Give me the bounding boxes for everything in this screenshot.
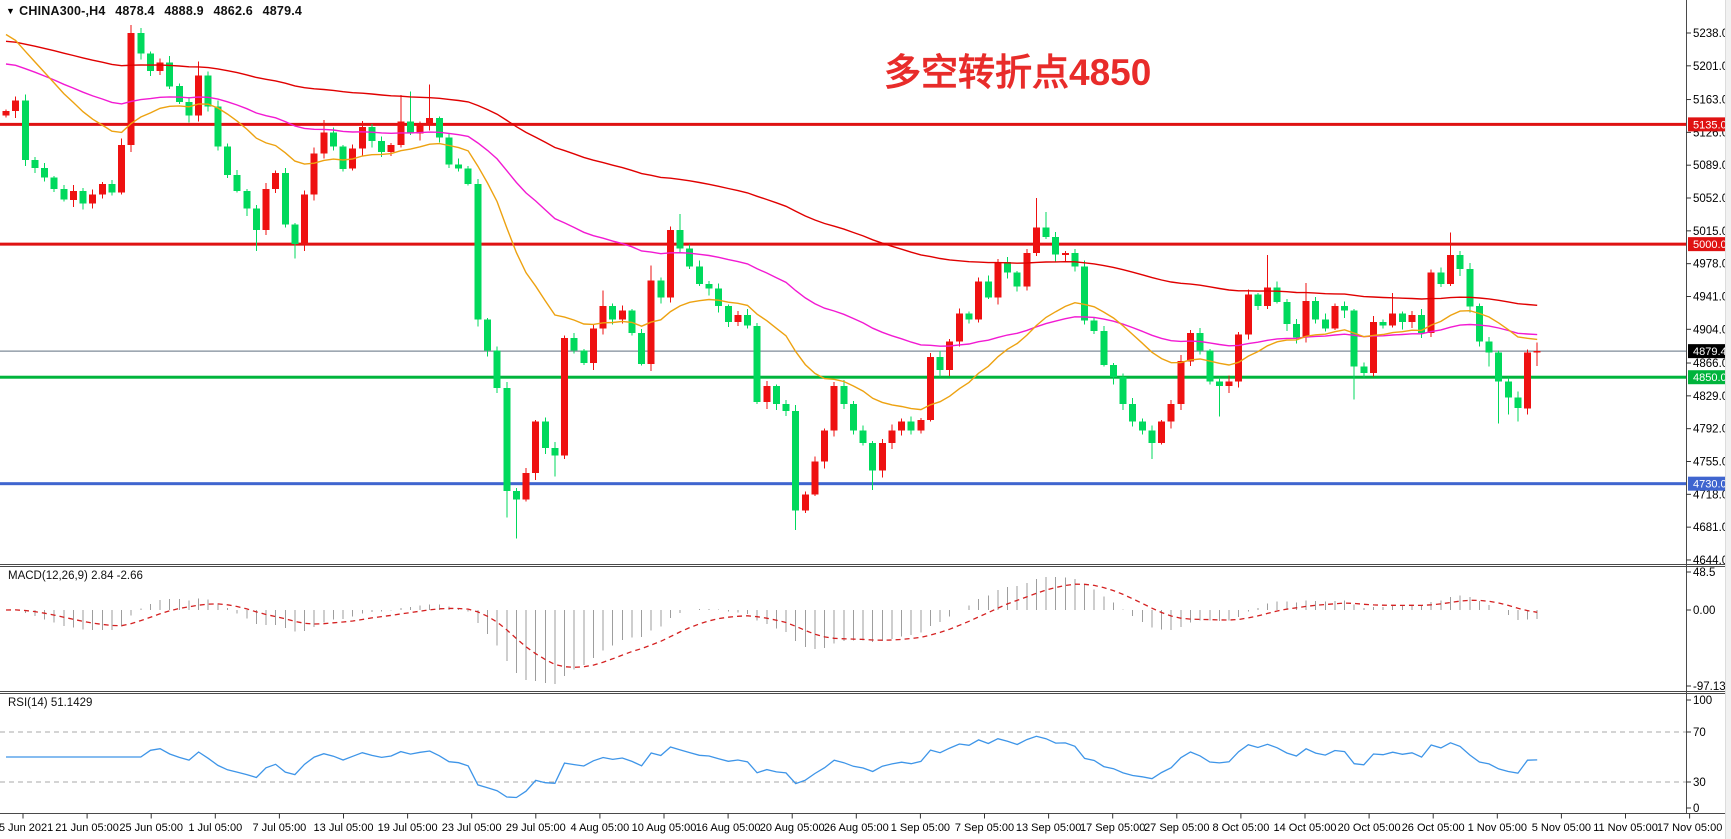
- svg-text:4904.0: 4904.0: [1693, 324, 1728, 336]
- svg-text:19 Jul 05:00: 19 Jul 05:00: [378, 822, 438, 834]
- macd-axis[interactable]: 48.5 0.00 -97.13: [1686, 567, 1726, 693]
- rsi-line: [6, 735, 1538, 799]
- svg-text:7 Jul 05:00: 7 Jul 05:00: [252, 822, 306, 834]
- rsi-level-lines: [0, 731, 1686, 783]
- svg-text:4718.0: 4718.0: [1693, 489, 1728, 501]
- quote-open: 4878.4: [115, 4, 155, 18]
- svg-text:70: 70: [1693, 727, 1706, 739]
- svg-text:20 Oct 05:00: 20 Oct 05:00: [1338, 822, 1401, 834]
- quote-low: 4862.6: [213, 4, 253, 18]
- svg-text:4941.0: 4941.0: [1693, 291, 1728, 303]
- vertical-scrollbar[interactable]: [1725, 0, 1731, 839]
- svg-text:5015.0: 5015.0: [1693, 226, 1728, 238]
- svg-text:4681.0: 4681.0: [1693, 522, 1728, 534]
- svg-text:11 Nov 05:00: 11 Nov 05:00: [1593, 822, 1658, 834]
- svg-text:-97.13: -97.13: [1693, 681, 1726, 693]
- svg-text:5052.0: 5052.0: [1693, 193, 1728, 205]
- macd-histogram: [15, 577, 1538, 685]
- candles: [2, 25, 1541, 539]
- svg-text:14 Oct 05:00: 14 Oct 05:00: [1274, 822, 1337, 834]
- svg-text:4866.0: 4866.0: [1693, 358, 1728, 370]
- svg-text:5135.0: 5135.0: [1693, 119, 1727, 131]
- svg-text:4730.0: 4730.0: [1693, 479, 1727, 491]
- annotation-text: 多空转折点4850: [884, 52, 1152, 93]
- current-price-line: 4879.4: [0, 344, 1730, 359]
- svg-text:10 Aug 05:00: 10 Aug 05:00: [632, 822, 697, 834]
- svg-text:5000.0: 5000.0: [1693, 239, 1727, 251]
- moving-average-lines: [5, 33, 1538, 411]
- svg-text:5089.0: 5089.0: [1693, 160, 1728, 172]
- svg-text:13 Jul 05:00: 13 Jul 05:00: [314, 822, 374, 834]
- svg-text:13 Sep 05:00: 13 Sep 05:00: [1016, 822, 1081, 834]
- price-axis[interactable]: 5238.05201.05163.05126.05089.05052.05015…: [1686, 28, 1728, 567]
- svg-text:4829.0: 4829.0: [1693, 391, 1728, 403]
- quote-close: 4879.4: [262, 4, 303, 18]
- svg-text:4644.0: 4644.0: [1693, 555, 1728, 567]
- macd-signal-line: [5, 583, 1538, 668]
- svg-text:4755.0: 4755.0: [1693, 456, 1728, 468]
- svg-text:4792.0: 4792.0: [1693, 424, 1728, 436]
- svg-text:4879.4: 4879.4: [1693, 346, 1727, 358]
- svg-text:23 Jul 05:00: 23 Jul 05:00: [442, 822, 502, 834]
- svg-text:7 Sep 05:00: 7 Sep 05:00: [955, 822, 1014, 834]
- svg-text:30: 30: [1693, 777, 1706, 789]
- svg-text:21 Jun 05:00: 21 Jun 05:00: [55, 822, 119, 834]
- quote-high: 4888.9: [164, 4, 204, 18]
- svg-text:29 Jul 05:00: 29 Jul 05:00: [506, 822, 566, 834]
- svg-text:20 Aug 05:00: 20 Aug 05:00: [760, 822, 825, 834]
- svg-text:1 Sep 05:00: 1 Sep 05:00: [891, 822, 950, 834]
- svg-text:5163.0: 5163.0: [1693, 95, 1728, 107]
- svg-text:5 Nov 05:00: 5 Nov 05:00: [1532, 822, 1591, 834]
- svg-text:5201.0: 5201.0: [1693, 61, 1728, 73]
- svg-text:26 Oct 05:00: 26 Oct 05:00: [1402, 822, 1465, 834]
- svg-text:17 Sep 05:00: 17 Sep 05:00: [1080, 822, 1145, 834]
- svg-text:5238.0: 5238.0: [1693, 28, 1728, 40]
- symbol-period: CHINA300-,H4: [19, 4, 106, 18]
- quote-line: ▼ CHINA300-,H4 4878.4 4888.9 4862.6 4879.…: [6, 4, 308, 18]
- svg-text:27 Sep 05:00: 27 Sep 05:00: [1144, 822, 1209, 834]
- svg-text:0: 0: [1693, 803, 1699, 815]
- svg-text:48.5: 48.5: [1693, 567, 1715, 579]
- svg-text:4 Aug 05:00: 4 Aug 05:00: [571, 822, 630, 834]
- svg-text:16 Aug 05:00: 16 Aug 05:00: [696, 822, 761, 834]
- svg-text:15 Jun 2021: 15 Jun 2021: [0, 822, 53, 834]
- svg-text:4850.0: 4850.0: [1693, 372, 1727, 384]
- svg-text:0.00: 0.00: [1693, 605, 1715, 617]
- svg-text:25 Jun 05:00: 25 Jun 05:00: [119, 822, 183, 834]
- svg-text:100: 100: [1693, 695, 1712, 707]
- level-lines[interactable]: 5135.0 5000.0 4850.0 4730.0: [0, 117, 1730, 491]
- svg-text:4978.0: 4978.0: [1693, 259, 1728, 271]
- panel-separators[interactable]: [0, 564, 1731, 814]
- svg-text:26 Aug 05:00: 26 Aug 05:00: [824, 822, 889, 834]
- svg-text:17 Nov 05:00: 17 Nov 05:00: [1657, 822, 1722, 834]
- rsi-axis[interactable]: 100 70 30 0: [1686, 695, 1712, 815]
- svg-text:1 Jul 05:00: 1 Jul 05:00: [188, 822, 242, 834]
- symbol-dropdown-icon[interactable]: ▼: [6, 6, 16, 16]
- rsi-indicator-label: RSI(14) 51.1429: [8, 697, 93, 709]
- macd-indicator-label: MACD(12,26,9) 2.84 -2.66: [8, 570, 143, 582]
- svg-text:1 Nov 05:00: 1 Nov 05:00: [1468, 822, 1527, 834]
- svg-text:8 Oct 05:00: 8 Oct 05:00: [1212, 822, 1269, 834]
